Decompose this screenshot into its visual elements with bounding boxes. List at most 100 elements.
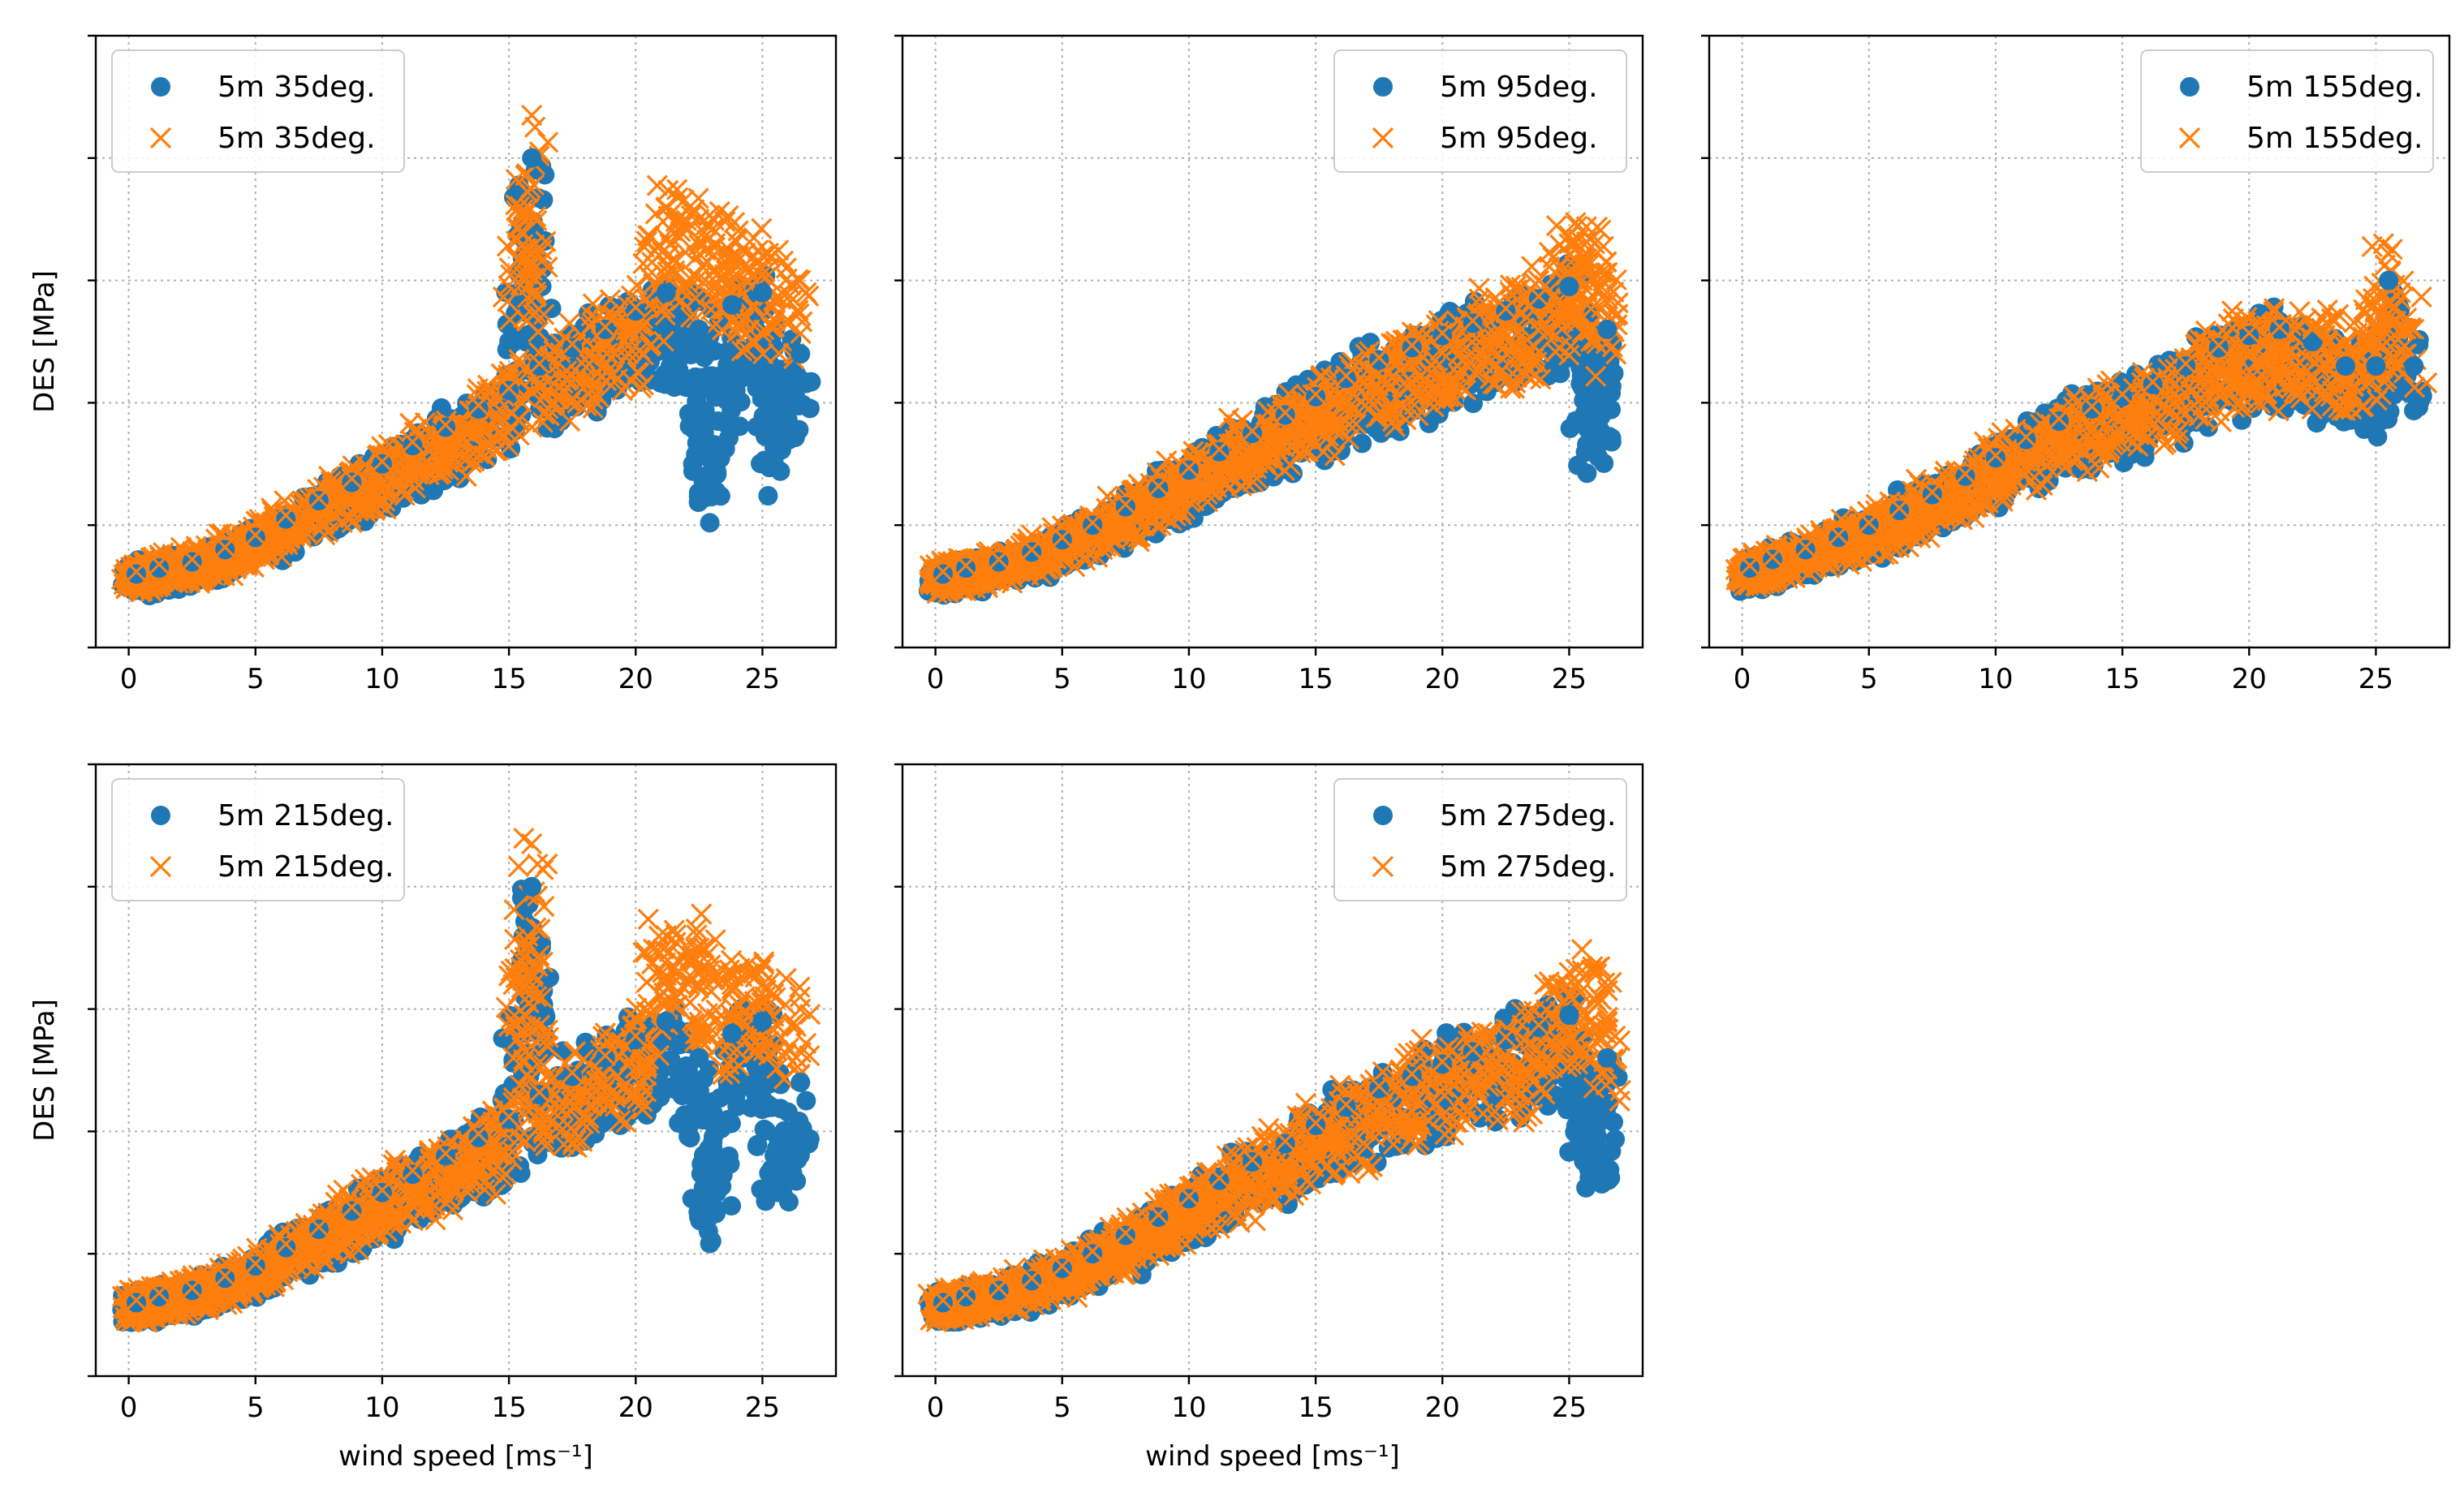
x-tick-label: 25 [745,663,780,695]
orange-point-cloud [278,525,299,547]
orange-point-cloud [1530,368,1552,390]
orange-point-cloud [772,250,795,273]
orange-point-cloud [443,448,465,470]
orange-point-cloud [1521,256,1543,277]
data-point-orange [562,333,584,355]
blue-point-cloud [754,450,774,471]
orange-point-cloud [602,363,624,385]
orange-point-cloud [722,312,743,333]
orange-point-cloud [723,212,746,234]
axes-frame [94,34,838,649]
x-tick-label: 20 [618,663,653,695]
orange-point-cloud [632,374,654,396]
orange-point-cloud [526,209,548,231]
orange-point-cloud [526,374,548,397]
data-point-orange [721,245,743,267]
orange-point-cloud [222,565,244,587]
data-point-blue [765,429,786,450]
blue-point-cloud [683,454,703,474]
orange-point-cloud [537,131,559,153]
blue-point-cloud [1568,455,1588,475]
data-point-blue [403,436,423,456]
orange-point-cloud [1324,445,1346,467]
legend-box [111,49,405,173]
x-tick-label: 10 [364,663,399,695]
data-point-orange [528,353,550,375]
data-point-orange [688,209,710,230]
data-point-orange [275,505,297,527]
x-tick-label: 5 [247,663,265,695]
orange-point-cloud [384,470,407,492]
data-point-blue [245,527,265,548]
orange-point-cloud [1476,332,1498,354]
orange-point-cloud [700,299,722,320]
orange-point-cloud [666,179,688,200]
orange-point-cloud [626,274,648,296]
orange-point-cloud [509,353,531,376]
orange-point-cloud [341,511,363,534]
orange-point-cloud [640,333,662,355]
orange-point-cloud [533,303,555,325]
data-point-orange [181,549,203,570]
blue-point-cloud [722,389,743,409]
orange-point-cloud [582,293,604,315]
orange-point-cloud [516,238,538,260]
orange-point-cloud [205,557,228,579]
orange-point-cloud [644,203,666,225]
data-point-orange [125,561,148,583]
orange-point-cloud [596,342,618,364]
orange-point-cloud [1273,459,1295,481]
legend-marker-circle [151,77,170,97]
orange-point-cloud [501,402,523,424]
orange-point-cloud [500,264,522,286]
data-point-blue [499,381,519,401]
orange-point-cloud [472,420,493,442]
data-point-blue [468,398,489,419]
orange-point-cloud [516,310,538,332]
data-point-orange [521,104,543,127]
orange-point-cloud [538,404,560,426]
orange-point-cloud [735,338,757,360]
orange-point-cloud [696,251,718,273]
blue-point-cloud [785,383,805,403]
orange-point-cloud [751,217,773,239]
orange-point-cloud [1584,365,1607,387]
orange-point-cloud [509,196,531,217]
data-point-orange [148,553,170,575]
data-point-blue [722,295,742,315]
orange-point-cloud [674,241,696,263]
orange-point-cloud [447,431,469,454]
orange-point-cloud [657,253,679,275]
orange-point-cloud [1407,405,1429,427]
blue-point-cloud [785,428,805,448]
orange-point-cloud [654,304,676,326]
blue-point-cloud [1599,427,1619,447]
data-point-blue [626,301,646,321]
orange-point-cloud [1542,247,1564,269]
orange-point-cloud [618,316,640,338]
orange-point-cloud [524,116,546,138]
data-point-blue [689,319,709,339]
orange-point-cloud [664,263,687,286]
orange-point-cloud [585,383,607,405]
blue-point-cloud [681,345,701,364]
orange-point-cloud [764,316,786,338]
orange-point-cloud [524,286,546,308]
orange-point-cloud [1064,556,1086,578]
orange-point-cloud [524,281,547,303]
blue-point-cloud [1566,411,1586,431]
orange-point-cloud [518,257,541,279]
orange-point-cloud [638,226,661,247]
orange-point-cloud [437,451,459,473]
blue-point-cloud [786,364,807,385]
orange-point-cloud [716,260,739,282]
blue-point-cloud [700,513,720,533]
orange-point-cloud [752,342,774,365]
orange-point-cloud [231,543,253,565]
orange-point-cloud [519,177,541,200]
data-point-blue [436,417,456,437]
data-point-orange [341,467,363,490]
orange-point-cloud [1447,363,1470,385]
